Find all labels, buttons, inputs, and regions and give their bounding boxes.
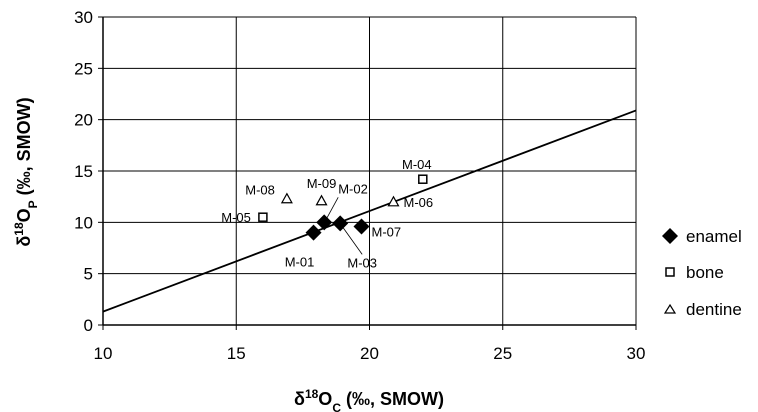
point-label-M-04: M-04 <box>402 157 432 172</box>
x-axis-label: δ18OC (‰, SMOW) <box>294 387 444 412</box>
x-tick-label: 10 <box>94 344 113 363</box>
enamel-point-M-07 <box>353 218 370 235</box>
bone-point-M-04 <box>418 174 428 184</box>
dentine-point-M-08 <box>280 192 293 204</box>
point-label-M-03: M-03 <box>347 255 377 270</box>
point-label-M-07: M-07 <box>372 224 402 239</box>
legend-bone-label: bone <box>686 263 724 282</box>
dentine-point-M-09 <box>315 194 328 206</box>
gridlines <box>102 16 637 326</box>
enamel-point-M-03 <box>332 215 349 232</box>
x-tick-label: 15 <box>227 344 246 363</box>
point-label-M-05: M-05 <box>221 210 251 225</box>
x-tick-label: 30 <box>627 344 646 363</box>
legend: enamel bone dentine <box>662 227 742 319</box>
regression-line <box>102 109 637 313</box>
legend-item-enamel: enamel <box>662 227 742 246</box>
dentine-point-M-06 <box>387 195 400 207</box>
legend-bone-marker <box>665 267 675 277</box>
y-tick-label: 0 <box>84 316 93 335</box>
enamel-point-M-02 <box>316 214 333 231</box>
y-tick-label: 25 <box>74 59 93 78</box>
y-tick-label: 20 <box>74 111 93 130</box>
y-axis-label: δ18OP (‰, SMOW) <box>12 97 40 246</box>
leader-line-M-02 <box>325 197 339 220</box>
y-tick-label: 5 <box>84 265 93 284</box>
trendline <box>102 109 637 313</box>
leader-line-M-03 <box>341 226 363 255</box>
x-tick-label: 20 <box>360 344 379 363</box>
leader-lines <box>325 197 363 255</box>
point-label-M-06: M-06 <box>403 195 433 210</box>
enamel-point-M-01 <box>305 224 322 241</box>
point-labels: M-01 M-02 M-03 M-07 M-05 M-04 M-08 M-09 M-06 <box>221 157 433 270</box>
y-tick-label: 30 <box>74 8 93 27</box>
legend-dentine-label: dentine <box>686 300 742 319</box>
point-label-M-01: M-01 <box>285 255 315 270</box>
axes <box>98 16 637 330</box>
point-label-M-08: M-08 <box>245 183 275 198</box>
bone-point-M-05 <box>258 212 268 222</box>
legend-item-bone: bone <box>665 263 724 282</box>
legend-dentine-marker <box>663 303 677 314</box>
legend-enamel-label: enamel <box>686 227 742 246</box>
legend-enamel-marker <box>662 228 678 244</box>
legend-item-dentine: dentine <box>663 300 742 319</box>
point-label-M-02: M-02 <box>338 181 368 196</box>
y-tick-label: 15 <box>74 162 93 181</box>
data-points <box>258 174 428 241</box>
point-label-M-09: M-09 <box>307 176 337 191</box>
tick-labels: 10 15 20 25 30 0 5 10 15 20 25 30 <box>74 8 645 363</box>
y-tick-label: 10 <box>74 213 93 232</box>
x-tick-label: 25 <box>493 344 512 363</box>
